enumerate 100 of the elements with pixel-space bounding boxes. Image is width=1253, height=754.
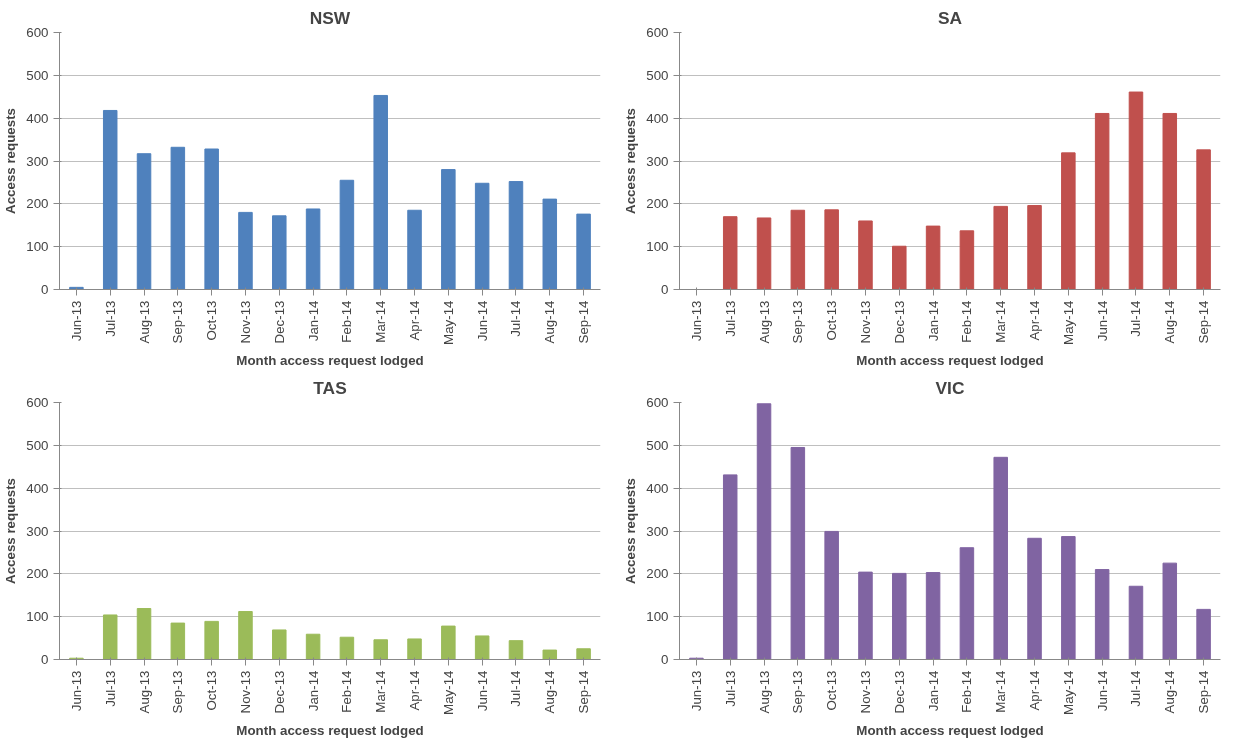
x-tick-label: Jan-14 [925,669,941,712]
x-tick-label: Jan-14 [305,299,321,342]
y-tick-label: 100 [646,239,669,255]
chart-title: VIC [935,377,965,398]
x-tick-label: Jun-13 [68,670,84,712]
x-tick-label: Oct-13 [204,670,220,711]
x-tick-label: May-14 [1060,299,1076,345]
x-axis-title: Month access request lodged [856,352,1044,368]
y-axis-title: Access requests [3,108,19,214]
y-tick-label: 0 [661,652,669,667]
x-tick-label: Apr-14 [1027,669,1043,711]
y-tick-label: 200 [646,196,669,212]
x-tick-label: Jun-13 [68,300,84,342]
x-axis-title: Month access request lodged [856,722,1044,738]
x-tick-label: Dec-13 [271,300,287,344]
x-tick-label: Dec-13 [891,300,907,344]
x-tick-label: Jul-13 [722,300,738,337]
x-tick-label: Nov-13 [857,300,873,344]
x-tick-label: Jan-14 [305,669,321,712]
x-tick-label: Sep-13 [790,670,806,714]
x-tick-label: Jun-13 [688,300,704,342]
y-tick-label: 100 [26,609,49,625]
chart-title: SA [937,7,963,28]
x-tick-label: Apr-14 [1027,299,1043,341]
x-tick-label: Jun-14 [1094,299,1110,342]
y-tick-label: 300 [646,523,669,539]
x-tick-label: Feb-14 [959,299,975,343]
y-tick-label: 500 [26,67,49,83]
x-tick-label: Sep-14 [576,669,592,714]
x-tick-label: Jul-13 [102,300,118,337]
y-tick-label: 100 [646,609,669,625]
y-tick-label: 0 [41,652,49,667]
x-tick-label: May-14 [1060,669,1076,715]
x-tick-label: Aug-14 [1162,299,1178,344]
y-tick-label: 100 [26,239,49,255]
y-tick-label: 400 [646,480,669,496]
x-tick-label: May-14 [440,669,456,715]
x-tick-label: Aug-13 [756,300,772,344]
y-tick-label: 500 [646,437,669,453]
x-axis-title: Month access request lodged [236,352,424,368]
x-tick-label: Feb-14 [339,669,355,713]
y-tick-label: 600 [646,395,669,410]
x-tick-label: Sep-13 [170,670,186,714]
x-tick-label: Mar-14 [373,669,389,713]
y-tick-label: 500 [646,67,669,83]
x-tick-label: Feb-14 [959,669,975,713]
y-tick-label: 300 [646,153,669,169]
x-tick-label: Dec-13 [891,670,907,714]
x-tick-label: May-14 [440,299,456,345]
y-tick-label: 0 [661,282,669,297]
x-tick-label: Aug-14 [542,669,558,714]
x-tick-label: Aug-13 [136,670,152,714]
x-tick-label: Apr-14 [407,669,423,711]
y-tick-label: 500 [26,437,49,453]
y-tick-label: 600 [26,25,49,40]
x-tick-label: Jun-14 [1094,669,1110,712]
x-tick-label: Aug-14 [542,299,558,344]
x-tick-label: Aug-13 [756,670,772,714]
x-tick-label: Nov-13 [237,300,253,344]
y-tick-label: 0 [41,282,49,297]
x-tick-label: Feb-14 [339,299,355,343]
x-tick-label: Jan-14 [925,299,941,342]
x-tick-label: Sep-13 [790,300,806,344]
x-tick-label: Jul-13 [722,670,738,707]
x-tick-label: Nov-13 [857,670,873,714]
x-tick-label: Sep-14 [1196,299,1212,344]
x-tick-label: Jul-14 [508,299,524,337]
x-tick-label: Aug-14 [1162,669,1178,714]
x-tick-label: Mar-14 [373,299,389,343]
x-tick-label: Mar-14 [993,669,1009,713]
x-tick-label: Sep-14 [576,299,592,344]
x-tick-label: Sep-13 [170,300,186,344]
y-tick-label: 300 [26,153,49,169]
x-tick-label: Apr-14 [407,299,423,341]
x-axis-title: Month access request lodged [236,722,424,738]
x-tick-label: Dec-13 [271,670,287,714]
x-tick-label: Jun-14 [474,299,490,342]
x-tick-label: Sep-14 [1196,669,1212,714]
x-tick-label: Aug-13 [136,300,152,344]
y-tick-label: 200 [26,566,49,582]
x-tick-label: Oct-13 [824,670,840,711]
y-axis-title: Access requests [3,478,19,584]
x-tick-label: Jun-14 [474,669,490,712]
chart-title: TAS [313,377,347,398]
x-tick-label: Jul-13 [102,670,118,707]
y-tick-label: 200 [646,566,669,582]
x-tick-label: Jul-14 [1128,669,1144,707]
y-tick-label: 400 [646,110,669,126]
x-tick-label: Oct-13 [204,300,220,341]
x-tick-label: Nov-13 [237,670,253,714]
y-tick-label: 300 [26,523,49,539]
x-tick-label: Mar-14 [993,299,1009,343]
y-tick-label: 200 [26,196,49,212]
chart-title: NSW [309,7,351,28]
y-tick-label: 400 [26,110,49,126]
x-tick-label: Jul-14 [1128,299,1144,337]
x-tick-label: Oct-13 [824,300,840,341]
x-tick-label: Jun-13 [688,670,704,712]
y-tick-label: 600 [646,25,669,40]
y-axis-title: Access requests [623,478,639,584]
